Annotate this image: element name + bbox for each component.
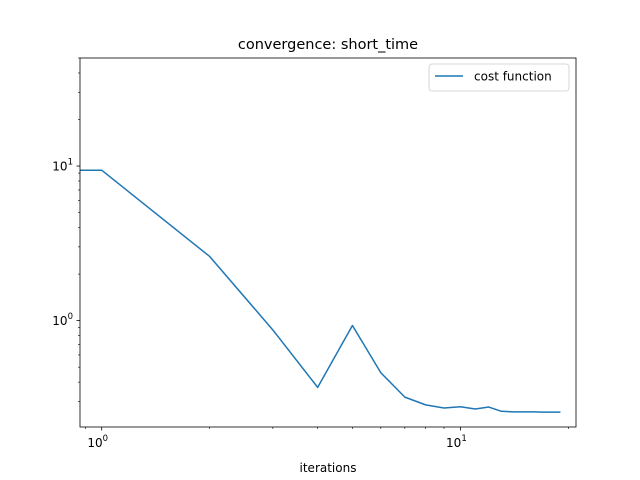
chart-title: convergence: short_time	[238, 37, 418, 53]
x-tick-label: 100	[87, 434, 108, 450]
y-tick-label: 101	[52, 158, 73, 174]
y-tick-label-exp: 1	[68, 158, 73, 168]
x-tick-label-exp: 0	[103, 434, 108, 444]
series-layer	[80, 169, 561, 413]
legend: cost function	[428, 63, 570, 92]
y-tick-label: 100	[52, 312, 73, 328]
series-line-0	[80, 169, 561, 413]
legend-label: cost function	[474, 70, 552, 84]
x-tick-label-base: 10	[87, 436, 102, 450]
x-tick-label-exp: 1	[461, 434, 466, 444]
y-tick-label-exp: 0	[68, 312, 73, 322]
x-tick-label: 101	[446, 434, 467, 450]
legend-box	[428, 63, 570, 92]
axes-frame	[79, 57, 577, 428]
y-tick-label-base: 10	[52, 160, 67, 174]
x-axis-label: iterations	[300, 461, 357, 475]
x-tick-label-base: 10	[446, 436, 461, 450]
y-tick-label-base: 10	[52, 314, 67, 328]
